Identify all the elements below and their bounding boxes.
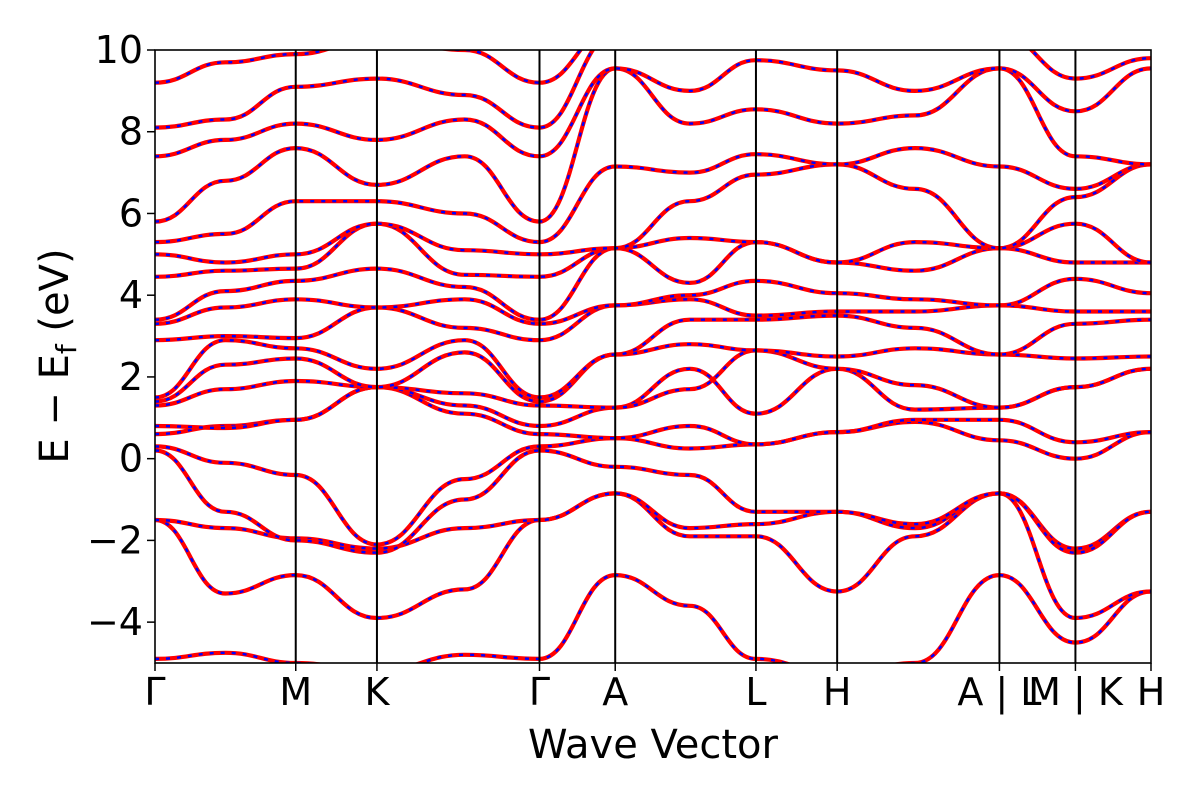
- y-tick-label-6: 0: [119, 437, 143, 481]
- y-tick-label-1: 10: [95, 28, 143, 72]
- y-tick-label-2: 8: [119, 110, 143, 154]
- y-tick-label-3: 6: [119, 191, 143, 235]
- band-5-line: [155, 419, 1151, 547]
- bands-layer: [155, 50, 1151, 663]
- high-symmetry-lines: [294, 50, 1077, 663]
- x-tick-label-4: Γ: [529, 670, 550, 714]
- band-10-dashed-line: [155, 314, 1151, 399]
- y-axis-title-main: E − E: [32, 354, 78, 464]
- band-19-line: [155, 50, 1151, 130]
- band-13-dashed-line: [155, 240, 1151, 321]
- band-17-dashed-line: [155, 67, 1151, 223]
- x-tick-label-3: K: [364, 670, 390, 714]
- x-tick-label-6: L: [745, 670, 766, 714]
- band-8-line: [155, 348, 1151, 410]
- x-tick-label-9: M | K: [1028, 670, 1124, 715]
- y-tick-label-5: 2: [119, 355, 143, 399]
- y-axis-title-unit: (eV): [32, 248, 78, 344]
- x-axis-ticks: Γ M K Γ A L H A | LM | K H: [144, 663, 1165, 715]
- y-axis-title-subscript: f: [50, 343, 83, 354]
- x-tick-label-8: A | L: [957, 670, 1041, 715]
- y-axis-ticks: 10 8 6 4 2 0 −2 −4: [87, 28, 155, 644]
- y-tick-label-7: −2: [87, 518, 143, 562]
- band-2-dashed-line: [155, 492, 1151, 620]
- x-tick-label-2: M: [279, 670, 312, 714]
- band-20-line: [155, 50, 583, 85]
- band-14-dashed-line: [155, 222, 1151, 279]
- band-12-dashed-line: [155, 277, 1151, 326]
- y-axis-title: E − Ef (eV): [32, 248, 83, 463]
- y-tick-label-4: 4: [119, 273, 143, 317]
- x-axis-title: Wave Vector: [528, 722, 779, 768]
- x-tick-label-1: Γ: [144, 670, 165, 714]
- x-tick-label-7: H: [823, 670, 852, 714]
- x-tick-label-5: A: [602, 670, 628, 714]
- band-18-dashed-line: [155, 58, 1151, 158]
- plot-frame: [154, 49, 1152, 664]
- y-tick-label-8: −4: [87, 600, 143, 644]
- band-16-dashed-line: [155, 146, 1151, 244]
- band-1-dashed-line: [155, 573, 1151, 663]
- x-tick-label-10: H: [1137, 670, 1166, 714]
